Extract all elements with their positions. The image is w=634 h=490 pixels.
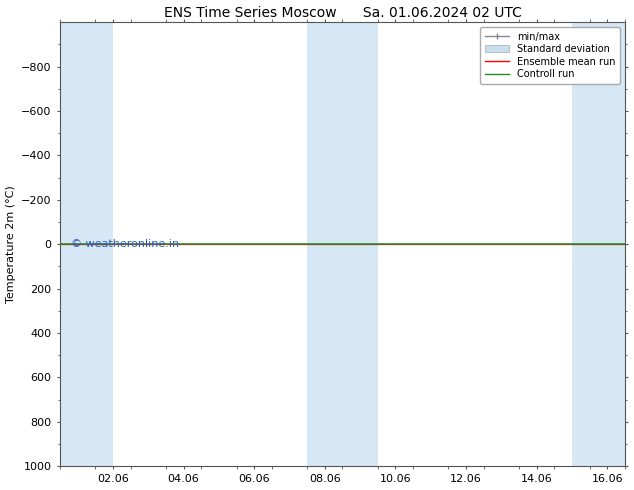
Bar <box>307 22 378 466</box>
Bar <box>572 22 625 466</box>
Legend: min/max, Standard deviation, Ensemble mean run, Controll run: min/max, Standard deviation, Ensemble me… <box>480 27 620 84</box>
Text: © weatheronline.in: © weatheronline.in <box>71 239 179 249</box>
Bar <box>60 22 113 466</box>
Y-axis label: Temperature 2m (°C): Temperature 2m (°C) <box>6 185 16 303</box>
Title: ENS Time Series Moscow      Sa. 01.06.2024 02 UTC: ENS Time Series Moscow Sa. 01.06.2024 02… <box>164 5 521 20</box>
